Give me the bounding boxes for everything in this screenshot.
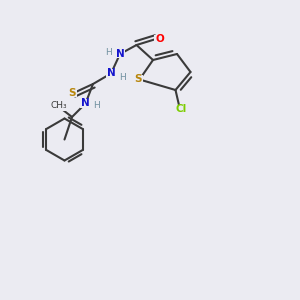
Text: N: N [116,49,124,59]
FancyBboxPatch shape [115,50,125,58]
FancyBboxPatch shape [67,89,77,97]
Text: Cl: Cl [176,104,187,115]
Text: N: N [81,98,90,109]
FancyBboxPatch shape [106,69,116,78]
Text: N: N [106,68,116,79]
FancyBboxPatch shape [176,105,188,114]
Text: S: S [68,88,76,98]
FancyBboxPatch shape [80,99,91,108]
Text: O: O [155,34,164,44]
Text: H: H [119,73,126,82]
Text: S: S [134,74,142,85]
FancyBboxPatch shape [154,35,165,43]
FancyBboxPatch shape [50,102,67,111]
Text: H: H [94,101,100,110]
FancyBboxPatch shape [133,75,143,84]
Text: H: H [105,48,112,57]
Text: CH₃: CH₃ [50,101,67,110]
